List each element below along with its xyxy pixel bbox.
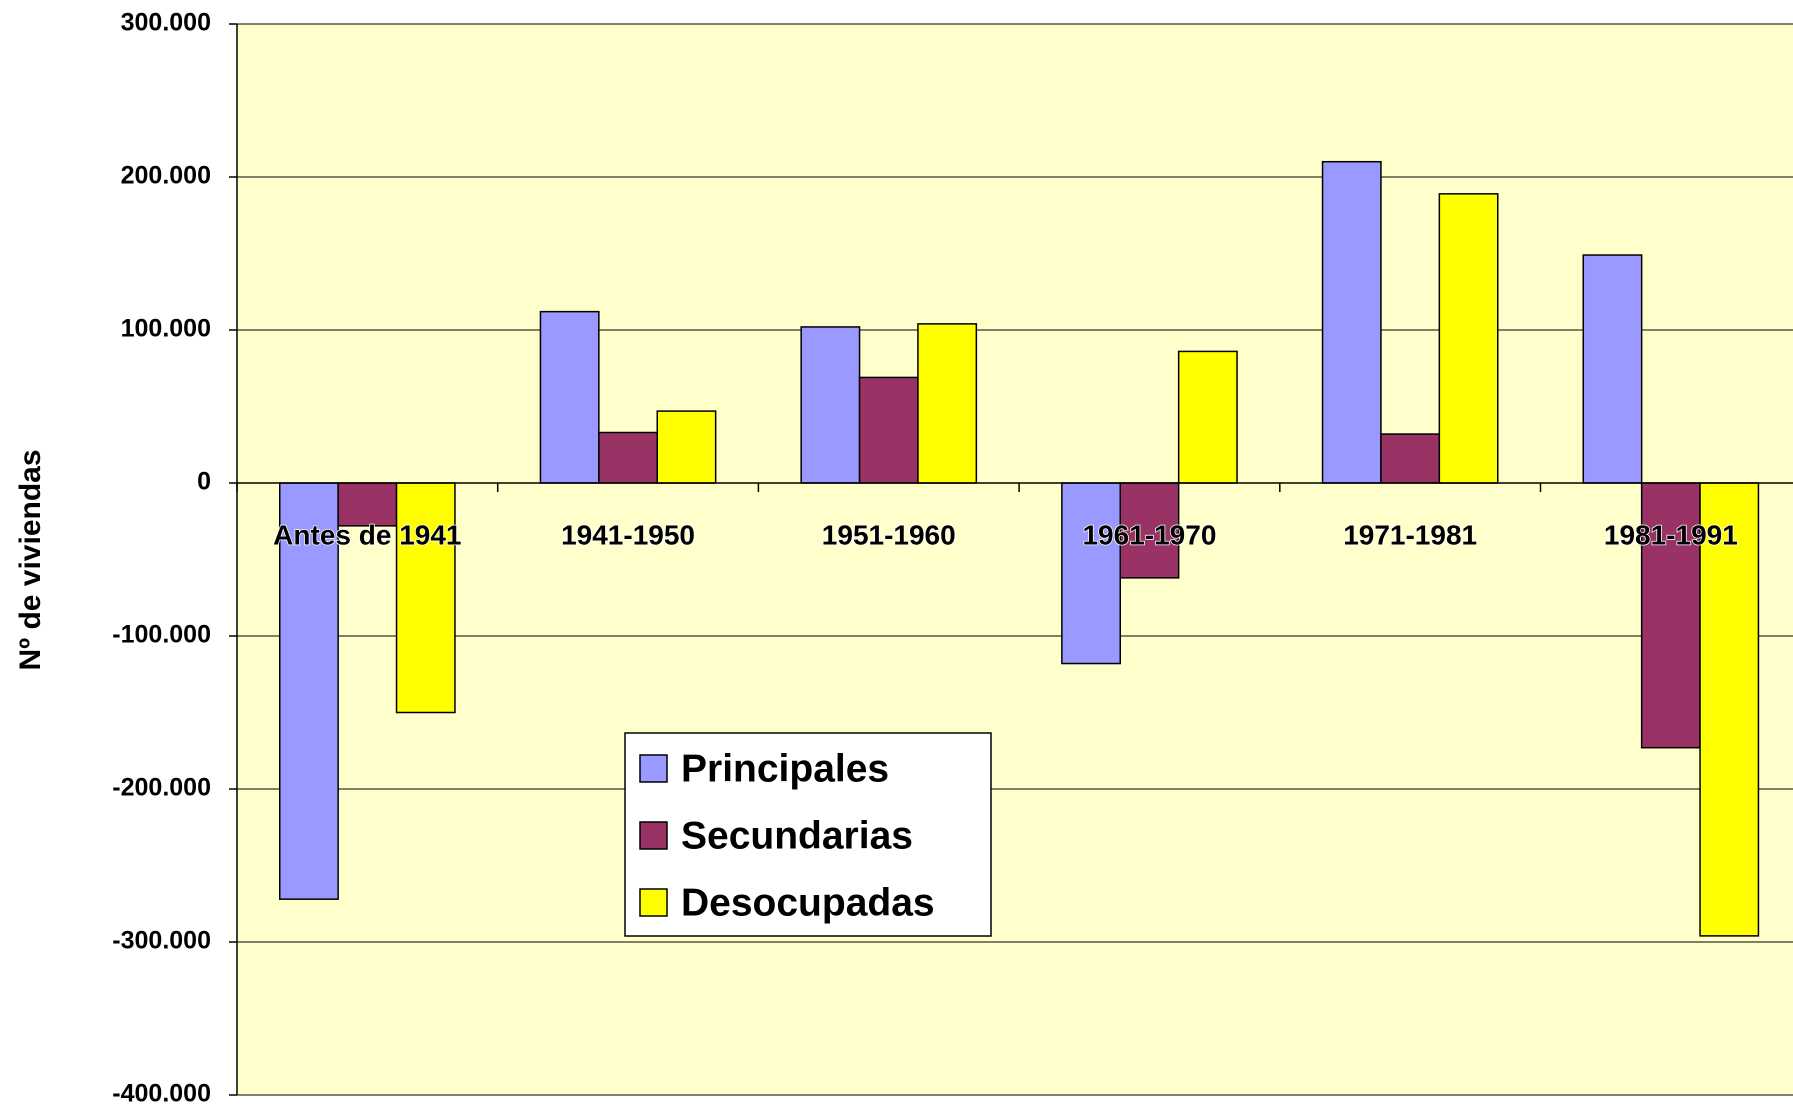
bar xyxy=(1438,193,1499,484)
bar xyxy=(279,482,339,900)
legend-swatch xyxy=(639,821,668,850)
bar xyxy=(1582,254,1643,484)
plot-area xyxy=(237,24,1793,1095)
bar xyxy=(917,323,978,484)
bar xyxy=(395,482,456,714)
legend-swatch xyxy=(639,888,668,917)
x-tick-label: 1951-1960 xyxy=(822,519,956,550)
bar xyxy=(598,431,658,484)
bar xyxy=(1321,160,1382,484)
legend-label: Secundarias xyxy=(681,814,913,857)
y-tick-label: 0 xyxy=(197,468,211,496)
bar xyxy=(1061,482,1122,665)
y-tick-label: -300.000 xyxy=(112,927,211,955)
x-tick-label: 1941-1950 xyxy=(561,519,695,550)
y-tick-label: -200.000 xyxy=(112,774,211,802)
y-tick-label: -400.000 xyxy=(112,1080,211,1108)
y-tick-label: 100.000 xyxy=(121,315,211,343)
legend-label: Principales xyxy=(681,747,889,790)
legend-label: Desocupadas xyxy=(681,881,935,924)
bar xyxy=(1177,350,1238,484)
x-tick-label: Antes de 1941 xyxy=(273,519,461,550)
x-tick-label: 1981-1991 xyxy=(1604,519,1738,550)
legend-box xyxy=(624,732,992,937)
bar xyxy=(1380,433,1441,484)
y-tick-label: 300.000 xyxy=(121,9,211,37)
legend-swatch xyxy=(639,754,668,783)
y-tick-label: -100.000 xyxy=(112,621,211,649)
y-axis-label: Nº de viviendas xyxy=(14,449,47,670)
x-tick-label: 1961-1970 xyxy=(1082,519,1216,550)
bar xyxy=(800,326,861,484)
bar xyxy=(539,310,600,484)
bar xyxy=(858,376,919,484)
bar xyxy=(656,410,717,484)
bar xyxy=(1119,482,1180,579)
y-tick-label: 200.000 xyxy=(121,162,211,190)
bar xyxy=(1699,482,1760,937)
x-tick-label: 1971-1981 xyxy=(1343,519,1477,550)
